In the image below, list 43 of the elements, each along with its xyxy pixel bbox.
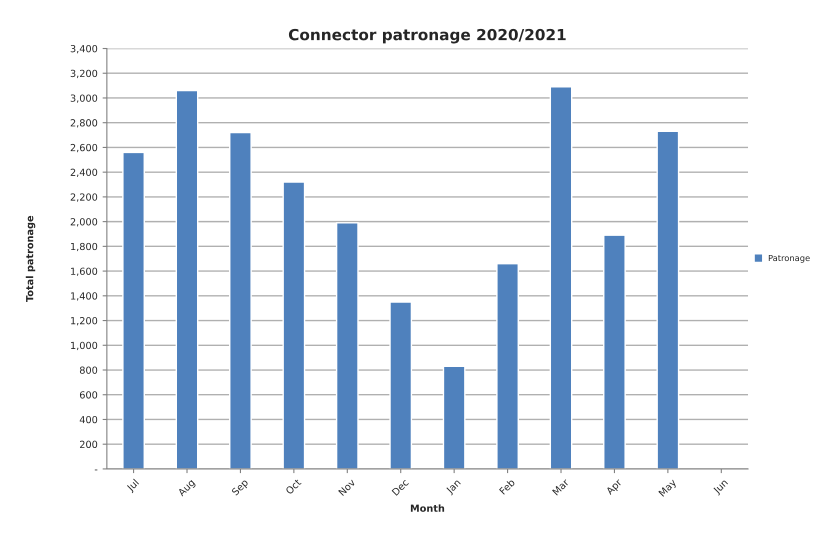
x-tick-label: Feb [498, 478, 516, 495]
legend-label: Patronage [768, 254, 810, 263]
x-tick-label: Sep [231, 478, 250, 498]
y-tick-label: 3,400 [70, 44, 98, 54]
y-tick-label: 2,600 [70, 144, 98, 152]
y-tick-label: 3,000 [70, 94, 98, 103]
bar [389, 301, 412, 469]
x-tick-label: Dec [392, 478, 409, 496]
y-tick-label: 600 [80, 391, 98, 399]
x-tick-label: Jan [445, 478, 462, 496]
y-tick-label: 800 [80, 366, 98, 374]
y-tick-label: 3,200 [70, 70, 98, 78]
y-tick-label: 1,800 [71, 242, 98, 252]
y-tick-label: 200 [80, 440, 98, 448]
x-tick-label: Jun [712, 478, 730, 496]
bar [229, 132, 252, 469]
x-tick-label: Aug [177, 478, 196, 498]
y-tick-label: 1,000 [71, 342, 98, 350]
y-tick-label: 1,600 [71, 268, 98, 276]
y-tick-label: 2,800 [70, 119, 98, 128]
x-tick-label: Apr [605, 478, 624, 496]
x-tick-label: Oct [285, 478, 302, 495]
bar [442, 366, 466, 469]
bar [496, 262, 519, 469]
y-tick-label: 1,200 [71, 317, 98, 326]
y-tick-label: 2,000 [70, 218, 98, 226]
bar [603, 234, 626, 469]
y-tick-label: 2,200 [70, 193, 98, 202]
bar [336, 222, 359, 469]
bar [176, 90, 198, 469]
y-tick-label: 1,400 [71, 292, 98, 301]
x-axis-title: Month [410, 504, 444, 512]
y-tick-label: 2,400 [70, 168, 98, 177]
x-tick-label: Mar [552, 478, 570, 496]
x-tick-label: Nov [338, 478, 356, 496]
bar [550, 86, 572, 469]
y-tick-label: 400 [80, 416, 98, 424]
chart-title: Connector patronage 2020/2021 [288, 28, 566, 44]
x-tick-label: Jul [126, 478, 140, 494]
bar [656, 130, 680, 469]
y-axis-title: Total patronage [26, 216, 36, 302]
bar [282, 181, 306, 469]
bar [122, 152, 145, 469]
